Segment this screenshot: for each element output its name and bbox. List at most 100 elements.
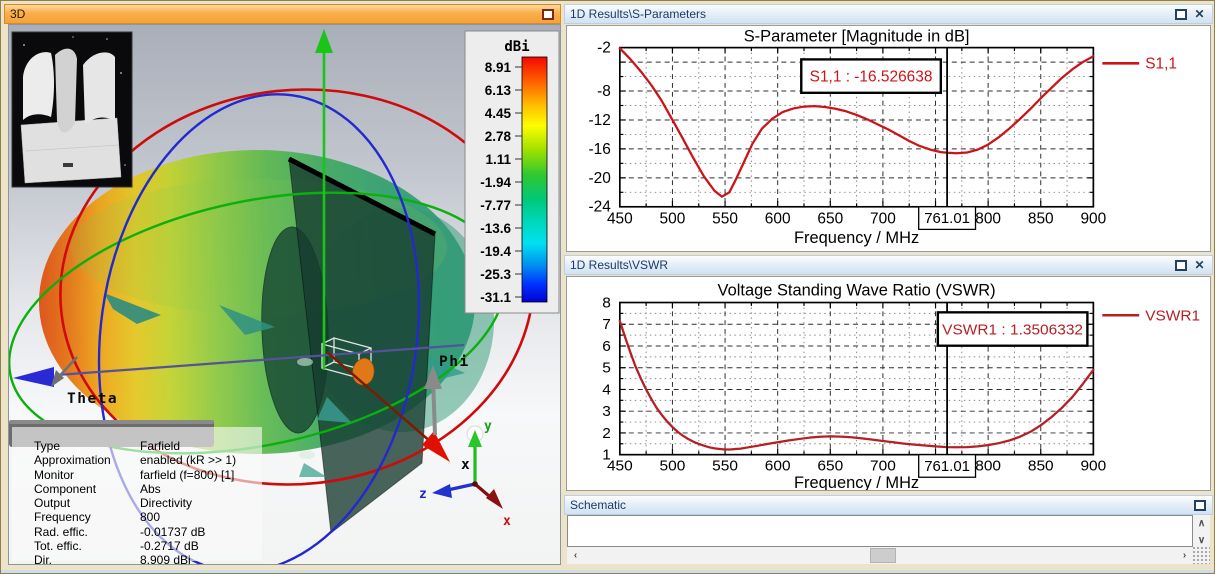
chart-sparam-svg: S-Parameter [Magnitude in dB] 450 500 550 60… bbox=[589, 28, 1177, 247]
maximize-icon bbox=[1174, 259, 1187, 271]
info-value: 8.909 dBi bbox=[140, 553, 191, 565]
scroll-right-button[interactable]: › bbox=[1176, 547, 1193, 564]
x-tick-label: 550 bbox=[712, 211, 738, 228]
x-tick-label: 450 bbox=[607, 457, 633, 474]
marker-annotation-box[interactable] bbox=[800, 58, 943, 94]
x-tick-label: 550 bbox=[712, 457, 738, 474]
info-value: Farfield bbox=[140, 439, 181, 453]
info-label: Type bbox=[34, 439, 61, 453]
colorbar-label: 8.91 bbox=[485, 60, 512, 75]
x-axis-label: Frequency / MHz bbox=[794, 474, 919, 490]
scroll-down-icon: ∨ bbox=[1197, 535, 1206, 546]
info-row: Frequency 800 bbox=[12, 510, 262, 524]
legend-label[interactable]: VSWR1 bbox=[1145, 308, 1200, 325]
panel-3d: 3D bbox=[4, 4, 561, 567]
sparam-plot[interactable]: S-Parameter [Magnitude in dB] 450 500 550 60… bbox=[566, 25, 1211, 252]
x-tick-label: 800 bbox=[975, 211, 1001, 228]
phi-arrow bbox=[424, 365, 442, 436]
marker-annotation-box[interactable] bbox=[936, 311, 1089, 347]
info-label: Frequency bbox=[34, 510, 91, 525]
legend-label[interactable]: S1,1 bbox=[1145, 56, 1177, 73]
marker-x-box[interactable] bbox=[918, 206, 977, 231]
triad-z-label: z bbox=[419, 487, 427, 502]
maximize-button[interactable] bbox=[540, 7, 555, 21]
colorbar-title: dBi bbox=[504, 39, 529, 55]
maximize-icon bbox=[1193, 499, 1206, 511]
pattern-side-lobes bbox=[104, 293, 465, 477]
panel-vswr: 1D Results\VSWR ✕ Voltage Standing Wave … bbox=[564, 255, 1213, 493]
colorbar-label: -25.3 bbox=[480, 267, 511, 282]
info-row: Rad. effic. -0.01737 dB bbox=[12, 525, 262, 539]
y-tick-label: 2 bbox=[602, 425, 611, 442]
scroll-up-button[interactable]: ∧ bbox=[1193, 515, 1210, 532]
vswr-plot[interactable]: Voltage Standing Wave Ratio (VSWR) 450 500… bbox=[566, 276, 1211, 491]
info-value: Abs bbox=[140, 481, 161, 496]
triad-y-label: y bbox=[484, 419, 492, 434]
maximize-icon bbox=[541, 8, 554, 20]
vertical-axis-arrow bbox=[315, 29, 333, 370]
horizontal-scrollbar[interactable]: ‹ › bbox=[567, 547, 1193, 564]
colorbar-label: 1.11 bbox=[485, 152, 511, 167]
y-tick-label: -8 bbox=[597, 83, 611, 100]
info-row: Output Directivity bbox=[12, 496, 262, 510]
y-tick-label: -24 bbox=[589, 199, 612, 216]
info-value: -0.01737 dB bbox=[140, 524, 206, 539]
marker-x-box[interactable] bbox=[918, 454, 977, 478]
x-tick-label: 500 bbox=[660, 457, 686, 474]
marker-x-label: 761.01 bbox=[924, 211, 970, 227]
marker-x-label: 761.01 bbox=[924, 459, 970, 475]
theta-label: Theta bbox=[67, 391, 118, 407]
blue-orbit-circle bbox=[97, 93, 421, 564]
schematic-canvas[interactable] bbox=[567, 515, 1193, 547]
panel-sparameters: 1D Results\S-Parameters ✕ S-Parameter [M… bbox=[564, 4, 1213, 254]
x-tick-label: 650 bbox=[817, 211, 843, 228]
x-tick-label: 450 bbox=[607, 211, 633, 228]
x-tick-label: 500 bbox=[660, 211, 686, 228]
schematic-body: ∧ ∨ ‹ › bbox=[567, 515, 1210, 564]
info-label: Monitor bbox=[34, 467, 75, 482]
chart-title: S-Parameter [Magnitude in dB] bbox=[744, 28, 970, 46]
marker-annotation-text: S1,1 : -16.526638 bbox=[810, 69, 933, 86]
colorbar-label: -1.94 bbox=[480, 175, 511, 190]
x-axis-label: x bbox=[461, 457, 470, 473]
scroll-left-button[interactable]: ‹ bbox=[567, 547, 584, 564]
maximize-button[interactable] bbox=[1192, 498, 1207, 512]
sparam-titlebar[interactable]: 1D Results\S-Parameters ✕ bbox=[564, 4, 1213, 24]
x-axis-arrow bbox=[326, 351, 450, 462]
vswr-titlebar[interactable]: 1D Results\VSWR ✕ bbox=[564, 255, 1213, 275]
schematic-panel-title: Schematic bbox=[570, 498, 627, 512]
y-tick-label: 3 bbox=[602, 403, 611, 420]
chart-title: Voltage Standing Wave Ratio (VSWR) bbox=[718, 282, 996, 300]
scroll-down-button[interactable]: ∨ bbox=[1193, 532, 1210, 549]
panel-3d-titlebar[interactable]: 3D bbox=[4, 4, 561, 24]
info-value: 800 bbox=[140, 510, 161, 525]
info-value: farfield (f=800) [1] bbox=[140, 467, 235, 482]
scroll-up-icon: ∧ bbox=[1197, 518, 1206, 529]
y-tick-label: -2 bbox=[597, 40, 611, 57]
close-button[interactable]: ✕ bbox=[1192, 7, 1207, 21]
x-tick-label: 900 bbox=[1080, 457, 1106, 474]
panel-schematic: Schematic ∧ ∨ ‹ › bbox=[564, 495, 1213, 567]
scroll-left-icon: ‹ bbox=[573, 550, 578, 561]
info-label: Approximation bbox=[34, 453, 111, 468]
close-button[interactable]: ✕ bbox=[1192, 258, 1207, 272]
farfield-3d-viewport[interactable]: Theta x Phi bbox=[8, 24, 561, 565]
maximize-icon bbox=[1174, 8, 1187, 20]
colorbar-label: -31.1 bbox=[480, 290, 511, 305]
info-label: Dir. bbox=[34, 553, 52, 565]
info-label: Component bbox=[34, 481, 97, 496]
maximize-button[interactable] bbox=[1173, 7, 1188, 21]
y-tick-label: -20 bbox=[589, 170, 611, 187]
info-row: Tot. effic. -0.2717 dB bbox=[12, 539, 262, 553]
panel-3d-title: 3D bbox=[10, 7, 26, 21]
scrollbar-thumb[interactable] bbox=[870, 548, 896, 563]
schematic-titlebar[interactable]: Schematic bbox=[564, 495, 1213, 515]
window-bottom-edge bbox=[1, 570, 1214, 573]
info-value: Directivity bbox=[140, 496, 193, 511]
vertical-scrollbar[interactable]: ∧ ∨ bbox=[1193, 515, 1210, 549]
resize-grip[interactable] bbox=[1193, 547, 1210, 564]
colorbar-label: 6.13 bbox=[485, 83, 512, 98]
scroll-right-icon: › bbox=[1182, 550, 1187, 561]
maximize-button[interactable] bbox=[1173, 258, 1188, 272]
x-tick-label: 650 bbox=[817, 457, 843, 474]
